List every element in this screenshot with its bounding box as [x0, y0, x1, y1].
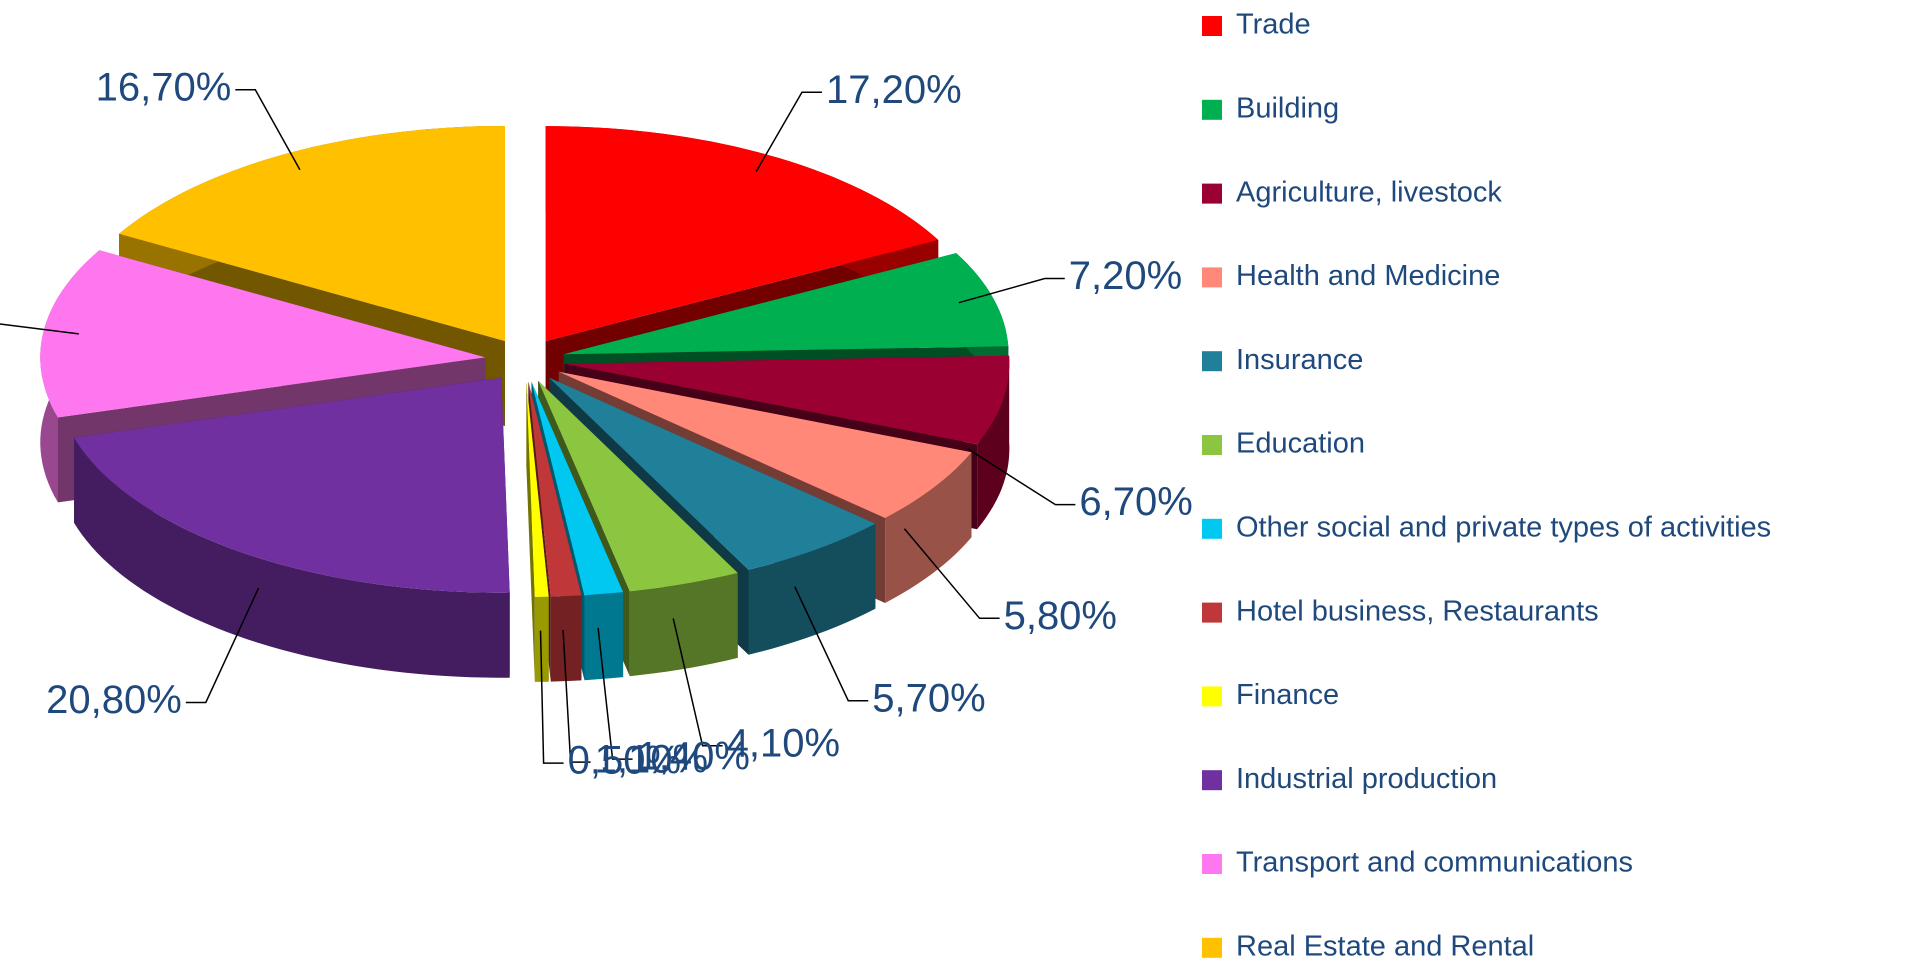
data-label: 17,20%: [826, 68, 962, 112]
legend-label: Hotel business, Restaurants: [1236, 595, 1599, 627]
data-label: 5,70%: [872, 676, 985, 720]
legend-swatch: [1202, 183, 1222, 204]
slice-side: [550, 595, 582, 682]
legend-label: Agriculture, livestock: [1236, 176, 1502, 208]
slice-top: [526, 382, 549, 597]
slice-side: [629, 572, 738, 677]
data-label: 0,50%: [568, 739, 681, 783]
data-label: 7,20%: [1069, 254, 1182, 298]
slice-side: [977, 355, 1010, 530]
slice-side: [526, 382, 535, 682]
data-label: 6,70%: [1079, 480, 1192, 524]
data-label: 1,10%: [595, 738, 708, 782]
data-label: 16,70%: [96, 65, 232, 109]
slice-top: [538, 380, 738, 592]
slice-side: [534, 596, 549, 682]
data-label: 1,40%: [637, 735, 750, 779]
legend-label: Industrial production: [1236, 763, 1497, 795]
leader-line: [967, 448, 1076, 506]
legend-label: Insurance: [1236, 344, 1363, 376]
legend-label: Health and Medicine: [1236, 260, 1500, 292]
data-label: 5,80%: [1004, 594, 1117, 638]
legend-swatch: [1202, 351, 1222, 372]
legend-swatch: [1202, 518, 1222, 539]
slice-top: [40, 250, 486, 418]
legend-swatch: [1202, 686, 1222, 707]
leader-line: [539, 630, 564, 764]
legend-label: Other social and private types of activi…: [1236, 511, 1771, 543]
slice-side: [584, 592, 624, 681]
legend-label: Building: [1236, 92, 1339, 124]
slice: [526, 382, 549, 682]
slice-top: [549, 377, 876, 570]
legend-swatch: [1202, 770, 1222, 791]
leader-line: [235, 88, 301, 171]
leader-line: [672, 618, 723, 747]
leader-line: [562, 629, 591, 763]
legend-swatch: [1202, 602, 1222, 623]
leader-line: [0, 323, 79, 335]
legend-label: Trade: [1236, 9, 1311, 41]
slice-top: [528, 381, 582, 597]
legend-swatch: [1202, 435, 1222, 455]
leader-line: [185, 587, 260, 704]
legend-label: Transport and communications: [1236, 847, 1633, 879]
slice-side: [748, 523, 876, 655]
leader-line: [755, 91, 822, 172]
legend-label: Real Estate and Rental: [1236, 930, 1534, 960]
slice-top: [531, 381, 624, 596]
legend-label: Finance: [1236, 679, 1339, 711]
slice-top: [545, 126, 939, 342]
legend-swatch: [1202, 267, 1222, 288]
leader-line: [958, 277, 1065, 304]
slice-side: [885, 452, 972, 603]
slice: [74, 377, 510, 678]
slice-top: [563, 253, 1009, 355]
legend-swatch: [1202, 16, 1222, 36]
slice-top: [558, 371, 972, 518]
data-label: 20,80%: [46, 678, 182, 722]
leader-line: [597, 627, 633, 760]
legend-swatch: [1202, 854, 1222, 874]
leader-line: [903, 528, 1000, 620]
leader-line: [794, 586, 869, 702]
data-label: 4,10%: [727, 721, 840, 765]
slice-top: [74, 377, 510, 593]
slice-top: [564, 355, 1010, 445]
legend-swatch: [1202, 937, 1222, 958]
slice-top: [119, 126, 505, 341]
legend-swatch: [1202, 99, 1222, 120]
slice-side: [74, 437, 510, 678]
legend-label: Education: [1236, 428, 1365, 460]
